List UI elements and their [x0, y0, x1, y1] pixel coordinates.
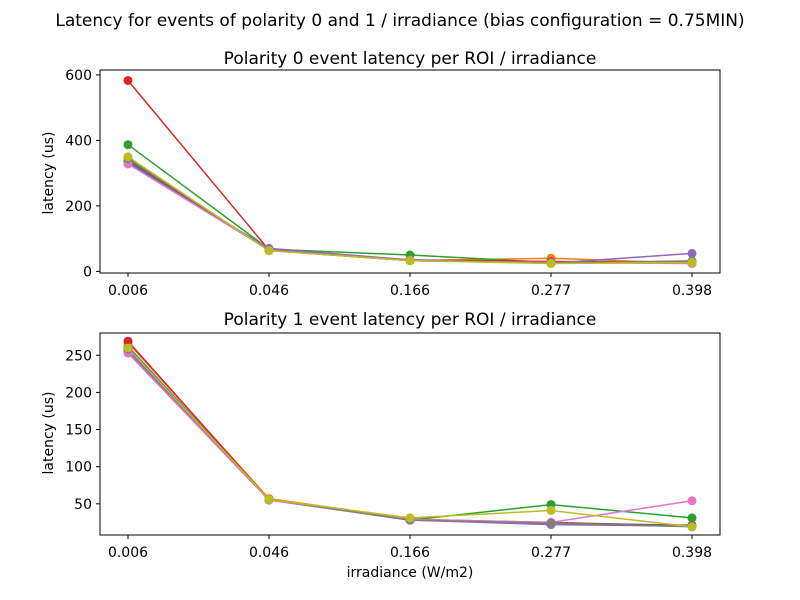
bottom-series-9-point — [546, 506, 556, 515]
top-y-axis-label: latency (us) — [41, 132, 57, 215]
top-series-1-line — [127, 161, 693, 264]
top-x-tick-label: 0.006 — [108, 283, 148, 299]
bottom-series-2-line — [127, 342, 693, 527]
top-x-tick-label: 0.398 — [672, 283, 712, 299]
bottom-y-axis-label: latency (us) — [41, 392, 57, 475]
top-series-9-point — [546, 259, 556, 268]
top-y-tick-label: 200 — [65, 199, 92, 215]
top-x-tick-label: 0.166 — [390, 283, 430, 299]
bottom-axes-frame — [99, 332, 721, 536]
figure-suptitle: Latency for events of polarity 0 and 1 /… — [55, 11, 744, 31]
bottom-series-9-point — [687, 522, 697, 532]
bottom-y-tick-label: 100 — [65, 460, 92, 476]
bottom-axes-title: Polarity 1 event latency per ROI / irrad… — [224, 310, 597, 330]
bottom-series-9-point — [405, 513, 415, 523]
top-x-tick-label: 0.277 — [531, 283, 571, 299]
bottom-series-4-line — [127, 340, 693, 527]
top-series-9-point — [405, 256, 415, 266]
bottom-x-tick-label: 0.006 — [108, 545, 148, 561]
bottom-y-tick-label: 200 — [65, 385, 92, 401]
top-axes: Polarity 0 event latency per ROI / irrad… — [41, 49, 721, 299]
top-series-9-point — [123, 152, 133, 162]
bottom-series-8-point — [546, 518, 556, 528]
top-series-3-point — [123, 140, 133, 150]
bottom-series-7-point — [687, 496, 697, 506]
top-series-5-point — [687, 248, 697, 258]
top-series-4-point — [123, 76, 133, 85]
top-series-9-point — [264, 246, 274, 256]
top-axes-title: Polarity 0 event latency per ROI / irrad… — [224, 49, 597, 69]
bottom-series-4-point — [123, 336, 133, 346]
bottom-x-tick-label: 0.398 — [672, 545, 712, 561]
top-series-9-line — [127, 156, 693, 265]
bottom-series-9-point — [123, 343, 133, 353]
bottom-x-tick-label: 0.277 — [531, 545, 571, 561]
top-y-tick-label: 400 — [65, 133, 92, 149]
bottom-x-tick-label: 0.046 — [249, 545, 289, 561]
top-series-9-point — [687, 258, 697, 267]
top-series-6-line — [127, 159, 693, 264]
bottom-series-9-point — [264, 494, 274, 504]
top-x-tick-label: 0.046 — [249, 283, 289, 299]
top-series-4-line — [127, 80, 693, 263]
bottom-axes: Polarity 1 event latency per ROI / irrad… — [41, 310, 721, 581]
top-y-tick-label: 0 — [83, 264, 92, 280]
top-axes-frame — [99, 69, 721, 274]
top-series-8-line — [127, 157, 693, 264]
bottom-series-3-point — [687, 513, 697, 523]
bottom-x-tick-label: 0.166 — [390, 545, 430, 561]
bottom-y-tick-label: 150 — [65, 423, 92, 439]
top-y-tick-label: 600 — [65, 68, 92, 84]
bottom-series-3-line — [127, 348, 693, 521]
bottom-y-tick-label: 50 — [74, 497, 92, 513]
bottom-y-tick-label: 250 — [65, 348, 92, 364]
bottom-x-axis-label: irradiance (W/m2) — [347, 565, 474, 581]
top-series-2-line — [127, 157, 693, 264]
top-series-3-line — [127, 144, 693, 264]
